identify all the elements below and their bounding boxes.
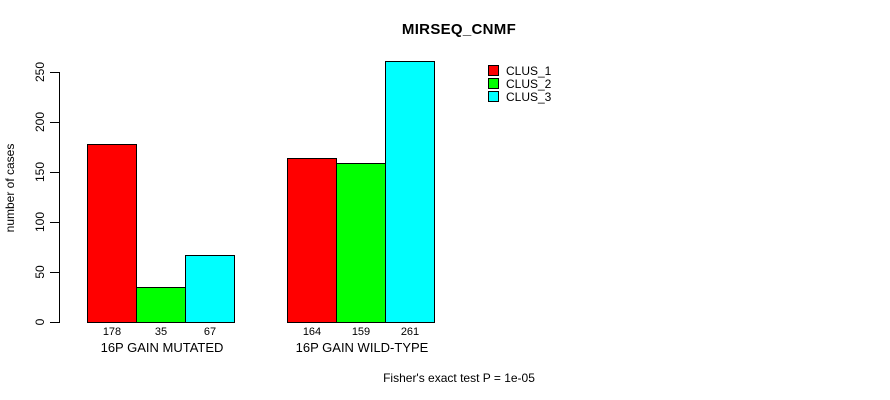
bar-clus_1 [287, 158, 337, 323]
bar-clus_1 [87, 144, 137, 323]
bar-value-label: 261 [400, 326, 420, 338]
y-tick-mark [50, 222, 59, 223]
y-tick-mark [50, 322, 59, 323]
legend-item-clus_2: CLUS_2 [488, 77, 551, 90]
legend-item-clus_1: CLUS_1 [488, 64, 551, 77]
legend-item-clus_3: CLUS_3 [488, 90, 551, 103]
legend-label: CLUS_3 [506, 89, 552, 104]
bar-value-label: 35 [154, 326, 168, 338]
legend-swatch-icon [488, 65, 499, 76]
chart-title: MIRSEQ_CNMF [401, 21, 517, 38]
legend-swatch-icon [488, 78, 499, 89]
y-axis-line [59, 72, 60, 323]
legend-label: CLUS_2 [506, 76, 552, 91]
bar-clus_2 [136, 287, 186, 323]
y-tick-mark [50, 122, 59, 123]
y-tick-mark [50, 172, 59, 173]
bar-value-label: 67 [203, 326, 217, 338]
bar-value-label: 164 [302, 326, 322, 338]
legend: CLUS_1 CLUS_2 CLUS_3 [488, 64, 551, 103]
bar-value-label: 178 [102, 326, 122, 338]
legend-label: CLUS_1 [506, 63, 552, 78]
bar-clus_3 [185, 255, 235, 323]
category-label: 16P GAIN WILD-TYPE [295, 340, 429, 355]
category-label: 16P GAIN MUTATED [100, 340, 224, 355]
bar-clus_2 [336, 163, 386, 323]
bar-clus_3 [385, 61, 435, 323]
y-tick-mark [50, 72, 59, 73]
footnote-fishers-test: Fisher's exact test P = 1e-05 [383, 371, 535, 385]
legend-swatch-icon [488, 91, 499, 102]
y-tick-mark [50, 272, 59, 273]
bar-value-label: 159 [351, 326, 371, 338]
